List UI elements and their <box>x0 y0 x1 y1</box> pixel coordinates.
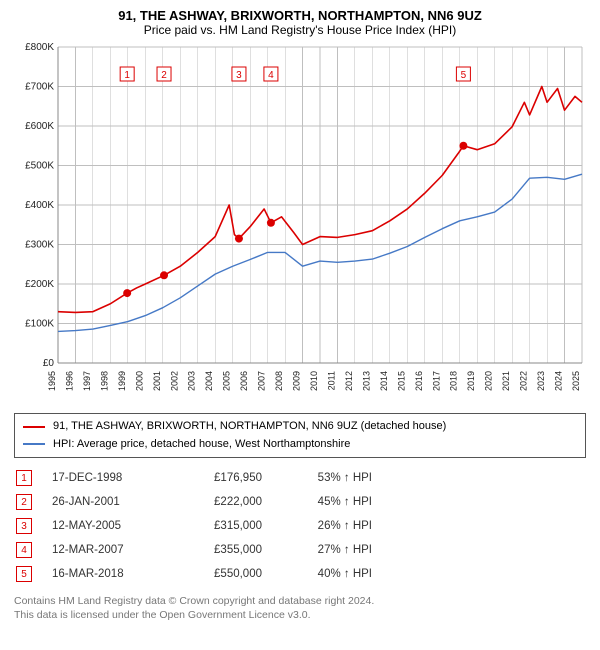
transaction-price: £222,000 <box>182 496 262 508</box>
svg-text:2005: 2005 <box>222 371 232 391</box>
transaction-pct: 26% ↑ HPI <box>282 520 372 532</box>
svg-text:£800K: £800K <box>25 43 54 53</box>
svg-text:1999: 1999 <box>117 371 127 391</box>
svg-text:2006: 2006 <box>239 371 249 391</box>
svg-text:£300K: £300K <box>25 240 54 251</box>
svg-text:2019: 2019 <box>466 371 476 391</box>
chart-title: 91, THE ASHWAY, BRIXWORTH, NORTHAMPTON, … <box>14 8 586 23</box>
svg-text:1998: 1998 <box>99 371 109 391</box>
svg-text:2021: 2021 <box>501 371 511 391</box>
transaction-marker-icon: 5 <box>16 566 32 582</box>
table-row: 5 16-MAR-2018 £550,000 40% ↑ HPI <box>14 562 586 586</box>
svg-text:2015: 2015 <box>396 371 406 391</box>
transaction-marker-icon: 3 <box>16 518 32 534</box>
transaction-price: £315,000 <box>182 520 262 532</box>
legend-item: 91, THE ASHWAY, BRIXWORTH, NORTHAMPTON, … <box>23 418 577 436</box>
svg-text:2003: 2003 <box>187 371 197 391</box>
transaction-price: £550,000 <box>182 568 262 580</box>
svg-text:2025: 2025 <box>571 371 581 391</box>
chart-subtitle: Price paid vs. HM Land Registry's House … <box>14 23 586 37</box>
svg-text:2007: 2007 <box>257 371 267 391</box>
svg-text:2009: 2009 <box>292 371 302 391</box>
svg-text:2014: 2014 <box>379 371 389 391</box>
transaction-date: 12-MAY-2005 <box>52 520 162 532</box>
legend-label: 91, THE ASHWAY, BRIXWORTH, NORTHAMPTON, … <box>53 418 446 436</box>
table-row: 1 17-DEC-1998 £176,950 53% ↑ HPI <box>14 466 586 490</box>
transaction-price: £355,000 <box>182 544 262 556</box>
svg-text:2001: 2001 <box>152 371 162 391</box>
svg-text:2012: 2012 <box>344 371 354 391</box>
transaction-date: 17-DEC-1998 <box>52 472 162 484</box>
svg-text:2011: 2011 <box>326 371 336 390</box>
svg-text:£200K: £200K <box>25 279 54 290</box>
svg-text:2024: 2024 <box>554 371 564 391</box>
svg-text:2: 2 <box>161 70 167 81</box>
footnote: Contains HM Land Registry data © Crown c… <box>14 594 586 622</box>
transaction-marker-icon: 2 <box>16 494 32 510</box>
svg-text:2004: 2004 <box>204 371 214 391</box>
svg-text:£500K: £500K <box>25 161 54 172</box>
legend-box: 91, THE ASHWAY, BRIXWORTH, NORTHAMPTON, … <box>14 413 586 458</box>
svg-text:2017: 2017 <box>431 371 441 391</box>
svg-text:1: 1 <box>124 70 130 81</box>
svg-text:2016: 2016 <box>414 371 424 391</box>
table-row: 3 12-MAY-2005 £315,000 26% ↑ HPI <box>14 514 586 538</box>
transactions-table: 1 17-DEC-1998 £176,950 53% ↑ HPI 2 26-JAN-200… <box>14 466 586 586</box>
transaction-price: £176,950 <box>182 472 262 484</box>
transaction-marker-icon: 1 <box>16 470 32 486</box>
svg-text:5: 5 <box>461 70 467 81</box>
svg-text:2020: 2020 <box>484 371 494 391</box>
legend-item: HPI: Average price, detached house, West… <box>23 436 577 454</box>
svg-text:£100K: £100K <box>25 319 54 330</box>
svg-text:2022: 2022 <box>519 371 529 391</box>
legend-swatch <box>23 443 45 445</box>
chart-svg: £0 £100K £200K £300K £400K £500K £600K £700K £80… <box>14 43 586 403</box>
svg-text:4: 4 <box>268 70 274 81</box>
transaction-pct: 40% ↑ HPI <box>282 568 372 580</box>
svg-text:£0: £0 <box>43 358 55 369</box>
svg-text:2023: 2023 <box>536 371 546 391</box>
transaction-marker-icon: 4 <box>16 542 32 558</box>
svg-text:1996: 1996 <box>64 371 74 391</box>
transaction-pct: 45% ↑ HPI <box>282 496 372 508</box>
footnote-line: This data is licensed under the Open Gov… <box>14 608 586 622</box>
transaction-date: 16-MAR-2018 <box>52 568 162 580</box>
table-row: 4 12-MAR-2007 £355,000 27% ↑ HPI <box>14 538 586 562</box>
svg-text:2013: 2013 <box>361 371 371 391</box>
svg-text:2000: 2000 <box>134 371 144 391</box>
svg-text:2018: 2018 <box>449 371 459 391</box>
chart-area: £0 £100K £200K £300K £400K £500K £600K £700K £80… <box>14 43 586 403</box>
svg-text:1997: 1997 <box>82 371 92 391</box>
transaction-date: 26-JAN-2001 <box>52 496 162 508</box>
transaction-date: 12-MAR-2007 <box>52 544 162 556</box>
legend-swatch <box>23 426 45 428</box>
transaction-pct: 53% ↑ HPI <box>282 472 372 484</box>
svg-text:1995: 1995 <box>47 371 57 391</box>
footnote-line: Contains HM Land Registry data © Crown c… <box>14 594 586 608</box>
svg-text:2002: 2002 <box>169 371 179 391</box>
svg-text:£600K: £600K <box>25 121 54 132</box>
table-row: 2 26-JAN-2001 £222,000 45% ↑ HPI <box>14 490 586 514</box>
svg-text:£700K: £700K <box>25 82 54 93</box>
legend-label: HPI: Average price, detached house, West… <box>53 436 350 454</box>
svg-text:3: 3 <box>236 70 242 81</box>
svg-text:£400K: £400K <box>25 200 54 211</box>
transaction-pct: 27% ↑ HPI <box>282 544 372 556</box>
svg-text:2008: 2008 <box>274 371 284 391</box>
svg-text:2010: 2010 <box>309 371 319 391</box>
